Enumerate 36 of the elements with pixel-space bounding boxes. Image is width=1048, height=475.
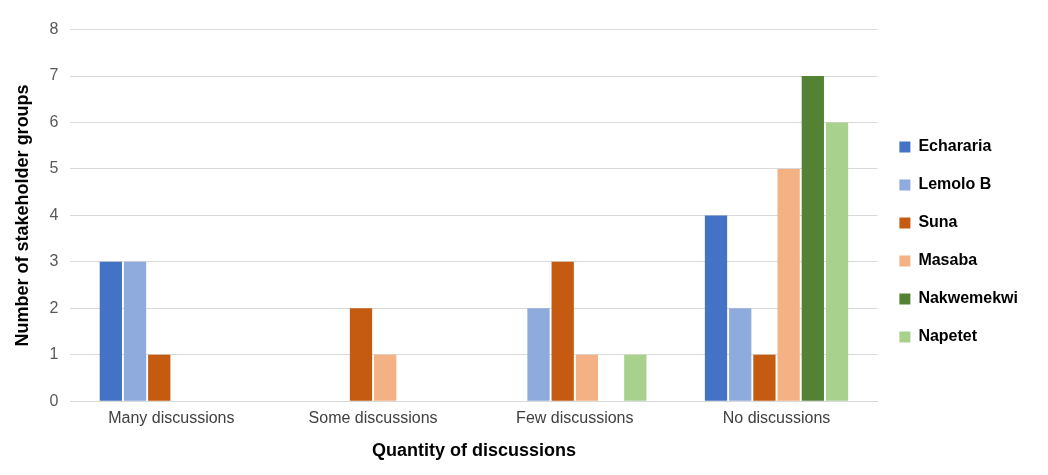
y-tick-label: 5 xyxy=(49,159,59,177)
bar xyxy=(123,261,147,401)
x-tick-label: No discussions xyxy=(722,409,831,427)
bar xyxy=(349,308,373,401)
legend-label: Napetet xyxy=(918,327,978,345)
y-tick-label: 8 xyxy=(49,20,59,38)
bar xyxy=(801,76,824,401)
bar xyxy=(374,354,397,401)
y-tick-label: 6 xyxy=(49,112,59,130)
legend-label: Suna xyxy=(918,213,958,231)
bar xyxy=(777,168,800,401)
bar xyxy=(527,308,550,401)
y-axis-title: Number of stakeholder groups xyxy=(11,84,32,347)
bar xyxy=(551,261,574,401)
legend-label: Masaba xyxy=(918,251,978,269)
legend-label: Echararia xyxy=(918,137,992,155)
y-tick-label: 3 xyxy=(49,252,59,270)
bar xyxy=(753,354,776,401)
bar xyxy=(148,354,171,401)
bar xyxy=(624,354,647,401)
x-tick-label: Many discussions xyxy=(108,409,235,427)
x-tick-label: Some discussions xyxy=(308,409,438,427)
bar xyxy=(99,261,122,401)
legend-label: Lemolo B xyxy=(918,175,992,193)
y-tick-label: 7 xyxy=(49,66,59,84)
bar xyxy=(575,354,599,401)
y-tick-label: 2 xyxy=(49,298,59,316)
bar xyxy=(825,122,849,401)
bar xyxy=(729,308,752,401)
x-axis-title: Quantity of discussions xyxy=(371,440,576,461)
y-tick-label: 0 xyxy=(49,391,59,409)
bar xyxy=(704,215,728,401)
x-tick-label: Few discussions xyxy=(516,409,634,427)
y-tick-label: 4 xyxy=(49,205,59,223)
y-tick-label: 1 xyxy=(49,345,59,363)
legend-label: Nakwemekwi xyxy=(918,289,1018,307)
